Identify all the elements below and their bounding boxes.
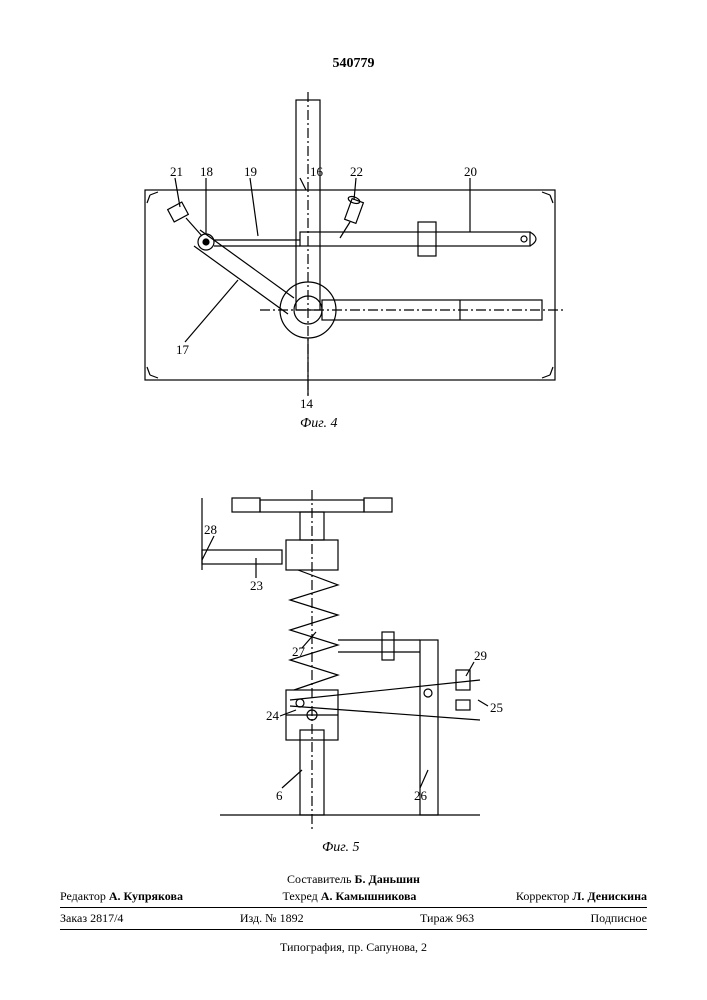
credits-block: Составитель Б. Даньшин Редактор А. Купря…: [60, 872, 647, 930]
typography-line: Типография, пр. Сапунова, 2: [0, 940, 707, 955]
label-23: 23: [250, 578, 263, 593]
editor-cell: Редактор А. Купрякова: [60, 889, 183, 904]
pub-cell: Изд. № 1892: [240, 911, 304, 926]
label-24: 24: [266, 708, 280, 723]
patent-page: 540779: [0, 0, 707, 1000]
subscription-cell: Подписное: [591, 911, 648, 926]
tirage-cell: Тираж 963: [420, 911, 474, 926]
compiler-name: Б. Даньшин: [355, 872, 420, 886]
order-cell: Заказ 2817/4: [60, 911, 123, 926]
pubdata-line: Заказ 2817/4 Изд. № 1892 Тираж 963 Подпи…: [60, 911, 647, 930]
label-25: 25: [490, 700, 503, 715]
label-27: 27: [292, 644, 306, 659]
staff-line: Редактор А. Купрякова Техред А. Камышник…: [60, 889, 647, 908]
compiler-line: Составитель Б. Даньшин: [60, 872, 647, 887]
corrector-cell: Корректор Л. Денискина: [516, 889, 647, 904]
techeditor-cell: Техред А. Камышникова: [282, 889, 416, 904]
label-29: 29: [474, 648, 487, 663]
label-26: 26: [414, 788, 428, 803]
compiler-label: Составитель: [287, 872, 351, 886]
label-28: 28: [204, 522, 217, 537]
label-6: 6: [276, 788, 283, 803]
figure5-caption: Фиг. 5: [322, 840, 360, 856]
